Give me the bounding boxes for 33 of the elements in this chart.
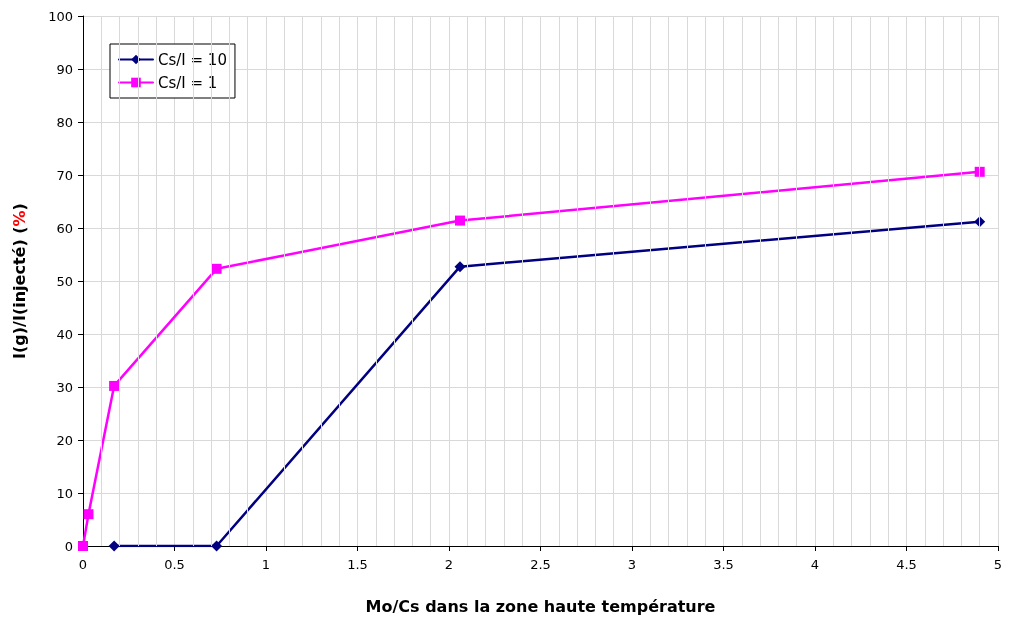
point (454, 215, 465, 226)
x-tick-label: 1.5 (347, 557, 368, 572)
x-axis-title: Mo/Cs dans la zone haute température (365, 596, 716, 616)
point (83, 509, 94, 520)
point (211, 540, 223, 552)
y-tick-label: 60 (56, 220, 73, 236)
y-tick-label: 70 (56, 167, 73, 183)
y-tick-label: 30 (56, 379, 73, 395)
y-tick-label: 0 (64, 538, 73, 554)
y-tick-label: 90 (56, 61, 73, 77)
x-tick-label: 3 (627, 557, 637, 572)
x-tick-label: 0.5 (164, 557, 185, 572)
point (454, 261, 466, 273)
y-tick-label: 40 (56, 326, 73, 342)
y-tick-label: 80 (56, 114, 73, 130)
point (109, 380, 120, 391)
x-tick-label: 4 (810, 557, 820, 572)
y-axis-title: I(g)/I(injecté) (%) (9, 203, 29, 359)
point (78, 541, 88, 551)
y-tick-label: 10 (56, 485, 73, 501)
x-tick-label: 1 (261, 557, 271, 572)
point (974, 166, 985, 177)
point (108, 540, 120, 552)
x-tick-label: 2 (444, 557, 454, 572)
x-tick-label: 3.5 (713, 557, 734, 572)
x-tick-label: 4.5 (896, 557, 917, 572)
y-tick-label: 100 (48, 8, 73, 24)
y-tick-label: 20 (56, 432, 73, 448)
point (211, 263, 222, 274)
y-tick-label: 50 (56, 273, 73, 289)
x-tick-label: 0 (78, 557, 88, 572)
x-tick-label: 2.5 (530, 557, 551, 572)
x-tick-label: 5 (993, 557, 1003, 572)
